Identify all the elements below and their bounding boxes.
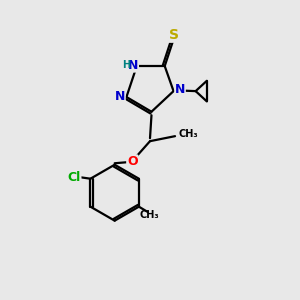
Text: N: N (115, 90, 125, 103)
Text: CH₃: CH₃ (179, 129, 199, 139)
Text: O: O (127, 155, 138, 168)
Text: S: S (169, 28, 178, 42)
Text: O: O (127, 155, 138, 168)
Text: CH₃: CH₃ (140, 210, 159, 220)
Text: N: N (128, 59, 138, 72)
Text: Cl: Cl (68, 171, 81, 184)
Text: N: N (175, 83, 185, 96)
Text: H: H (122, 61, 130, 70)
